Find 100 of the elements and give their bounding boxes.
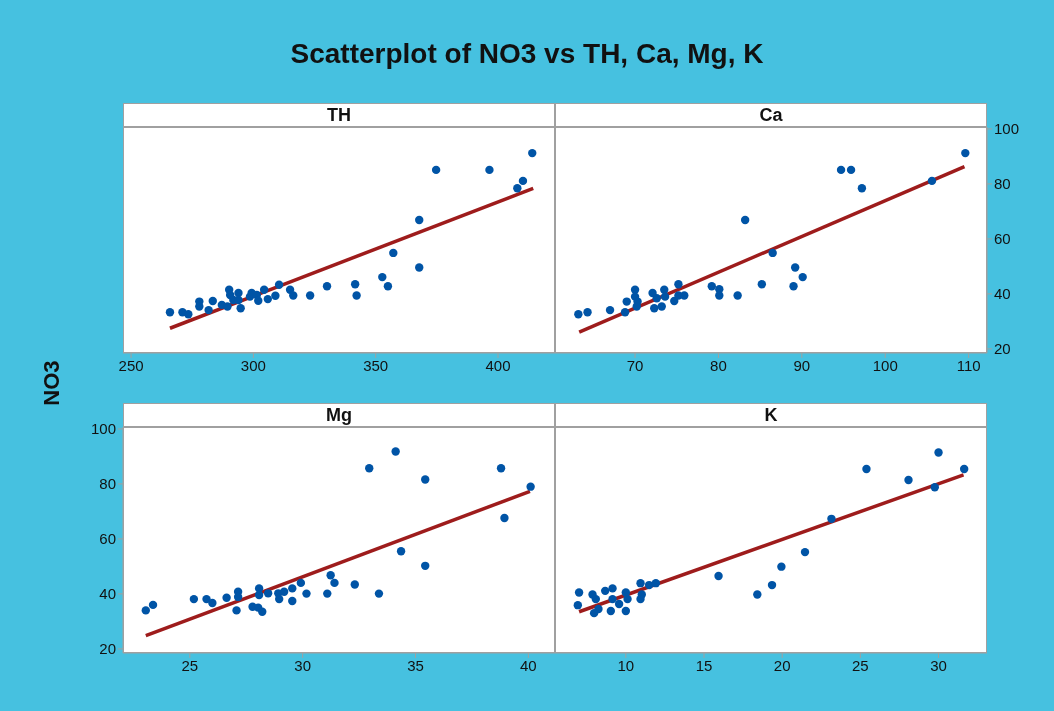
point [767, 580, 777, 590]
y-tick-label: 40 [99, 585, 116, 603]
point [236, 303, 245, 313]
point [391, 447, 400, 456]
point [165, 308, 175, 317]
x-tick-label: 90 [793, 356, 811, 374]
point [651, 578, 661, 588]
point [254, 590, 264, 600]
y-tick-label: 100 [994, 120, 1020, 138]
point [421, 475, 430, 484]
point [652, 294, 661, 303]
point [862, 464, 871, 474]
point [574, 310, 583, 319]
point [485, 165, 494, 175]
point [350, 580, 359, 589]
x-tick-label: 35 [407, 656, 424, 674]
point [500, 513, 509, 523]
y-tick-label: 80 [994, 175, 1011, 193]
point [836, 165, 846, 175]
point [680, 291, 689, 300]
point [496, 464, 506, 473]
point [431, 165, 441, 175]
x-tick-label: 350 [363, 356, 389, 374]
point [591, 594, 601, 604]
point [707, 281, 716, 291]
point [288, 596, 297, 606]
x-tick-label: 110 [956, 356, 981, 374]
chart-subtitle: Ca [555, 103, 987, 127]
y-tick-label: 20 [99, 640, 116, 658]
point [232, 606, 241, 615]
point [259, 285, 269, 294]
point [715, 291, 724, 300]
point [350, 280, 360, 289]
point [383, 281, 393, 291]
point [195, 302, 204, 311]
point [526, 482, 535, 491]
point [934, 448, 943, 457]
point [204, 305, 213, 315]
point [857, 184, 867, 193]
point [274, 594, 284, 604]
point [674, 280, 683, 289]
x-tick-label: 25 [852, 656, 869, 674]
chart-subtitle: TH [123, 103, 555, 127]
point [148, 600, 158, 610]
point [574, 588, 584, 597]
point [608, 594, 617, 604]
point [714, 571, 723, 581]
point [271, 291, 280, 301]
point [189, 594, 199, 604]
point [518, 176, 528, 186]
point [258, 607, 267, 616]
point [415, 215, 424, 225]
point [222, 593, 231, 602]
point [606, 606, 616, 616]
point [757, 280, 767, 289]
point [630, 285, 640, 294]
y-tick-label: 80 [99, 475, 116, 493]
point [223, 302, 232, 311]
y-tick-label: 20 [994, 340, 1011, 358]
point [288, 584, 297, 593]
point [930, 483, 939, 492]
point [279, 587, 289, 596]
point [296, 578, 306, 588]
point [234, 295, 243, 305]
chart-subtitle: K [555, 403, 987, 427]
x-tick-label: 80 [710, 356, 727, 374]
x-tick-label: 40 [520, 656, 537, 674]
x-tick-label: 30 [930, 656, 947, 674]
point [263, 589, 273, 598]
point [365, 464, 374, 473]
point [789, 281, 798, 291]
y-tick-label: 40 [994, 285, 1011, 303]
point [605, 305, 615, 315]
point [777, 562, 786, 571]
point [513, 184, 522, 193]
point [141, 606, 150, 615]
point [800, 547, 810, 557]
point [389, 248, 398, 258]
point [528, 148, 537, 158]
point [620, 308, 630, 317]
point [289, 291, 298, 300]
point [600, 586, 610, 596]
point [421, 561, 430, 571]
x-tick-label: 300 [240, 356, 266, 374]
chart-subtitle: Mg [123, 403, 555, 427]
point [378, 272, 387, 282]
point [648, 288, 657, 298]
point [798, 272, 807, 282]
point [961, 148, 970, 158]
x-tick-label: 250 [118, 356, 144, 374]
point [589, 608, 599, 618]
point [305, 291, 315, 300]
point [330, 578, 339, 588]
x-tick-label: 400 [485, 356, 511, 374]
x-tick-label: 100 [872, 356, 898, 374]
point [208, 598, 217, 608]
point [657, 302, 666, 311]
point [959, 464, 969, 474]
x-tick-label: 30 [294, 656, 312, 674]
point [573, 600, 583, 610]
